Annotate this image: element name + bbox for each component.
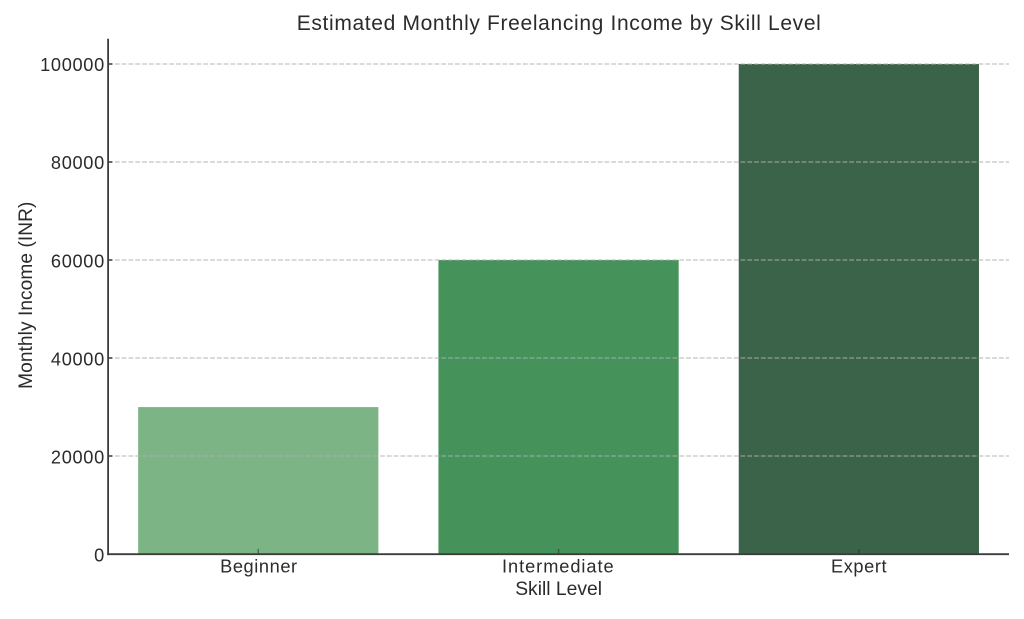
svg-text:60000: 60000 <box>51 251 105 271</box>
svg-text:100000: 100000 <box>40 55 105 75</box>
svg-text:Beginner: Beginner <box>220 557 298 577</box>
svg-text:0: 0 <box>94 546 105 566</box>
svg-text:Intermediate: Intermediate <box>502 557 615 577</box>
svg-text:Expert: Expert <box>831 557 887 577</box>
svg-text:80000: 80000 <box>51 153 105 173</box>
svg-text:Skill Level: Skill Level <box>515 579 602 600</box>
svg-text:Estimated Monthly Freelancing: Estimated Monthly Freelancing Income by … <box>297 12 822 35</box>
svg-text:40000: 40000 <box>51 349 105 369</box>
svg-text:Monthly Income (INR): Monthly Income (INR) <box>16 202 37 389</box>
svg-text:20000: 20000 <box>51 447 105 467</box>
